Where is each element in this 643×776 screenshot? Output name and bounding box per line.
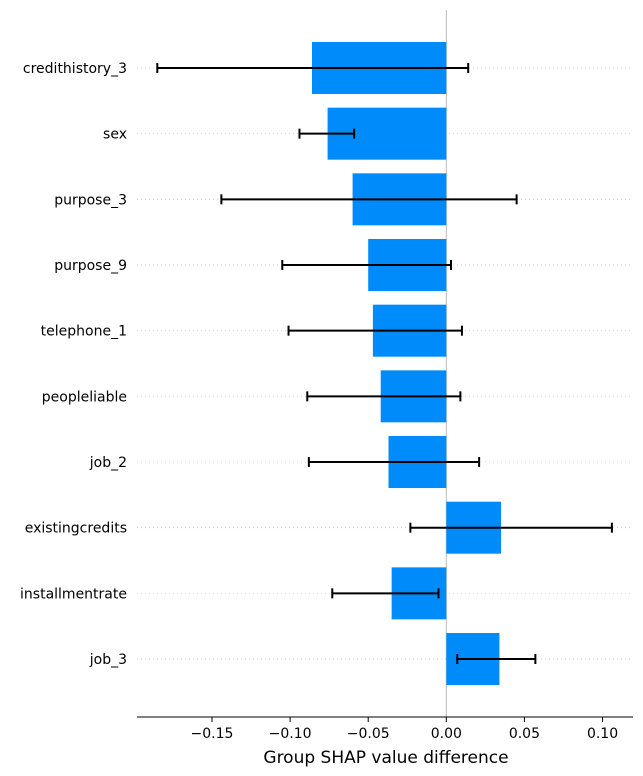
y-tick-label: existingcredits [25, 521, 127, 537]
y-tick-label: peopleliable [42, 389, 127, 405]
y-tick-label: installmentrate [20, 586, 127, 602]
y-tick-label: credithistory_3 [23, 61, 127, 77]
x-tick-label: −0.05 [347, 726, 390, 742]
error-bar-purpose_9 [281, 260, 453, 271]
error-bar-sex [298, 128, 356, 139]
y-tick-label: telephone_1 [41, 324, 127, 340]
x-axis-title: Group SHAP value difference [263, 748, 508, 768]
error-bar-peopleliable [306, 391, 462, 402]
x-ticks: −0.15 −0.10 −0.05 0.00 0.05 0.10 [191, 717, 618, 742]
error-bars [156, 63, 613, 665]
x-tick-label: 0.00 [431, 726, 462, 742]
x-tick-label: −0.10 [269, 726, 312, 742]
x-tick-label: 0.05 [509, 726, 540, 742]
error-bar-job_3 [456, 654, 537, 665]
error-bar-job_2 [307, 457, 481, 468]
error-bar-telephone_1 [287, 325, 463, 336]
y-tick-label: purpose_3 [54, 192, 127, 208]
bars [311, 42, 501, 686]
y-tick-label: job_3 [89, 652, 127, 668]
x-tick-label: −0.15 [191, 726, 234, 742]
y-tick-label: sex [103, 127, 127, 143]
error-bar-purpose_3 [220, 194, 518, 205]
x-tick-label: 0.10 [587, 726, 618, 742]
error-bar-installmentrate [331, 588, 440, 599]
error-bar-existingcredits [409, 522, 613, 533]
y-tick-label: job_2 [89, 455, 127, 471]
error-bar-credithistory_3 [156, 63, 470, 73]
y-tick-label: purpose_9 [54, 258, 127, 274]
